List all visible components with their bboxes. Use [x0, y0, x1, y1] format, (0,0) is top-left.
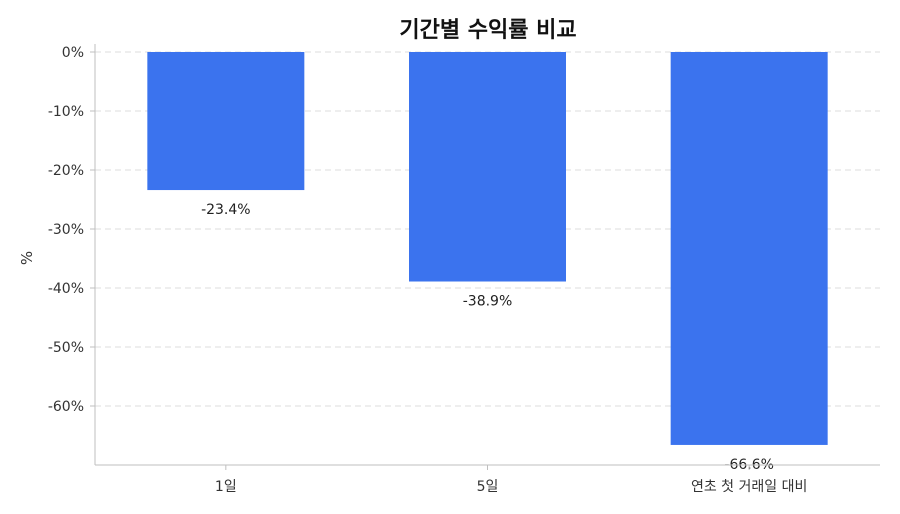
- y-tick-label: 0%: [62, 45, 84, 61]
- y-tick-label: -50%: [48, 340, 84, 356]
- bar: [670, 52, 828, 445]
- y-tick-label: -20%: [48, 163, 84, 179]
- x-tick-label: 5일: [477, 479, 499, 495]
- data-label: -38.9%: [463, 294, 513, 310]
- x-axis-ticks: 1일 5일 연초 첫 거래일 대비: [215, 465, 807, 495]
- y-tick-label: -40%: [48, 281, 84, 297]
- bars: [147, 52, 828, 445]
- bar: [409, 52, 566, 282]
- bar: [147, 52, 305, 191]
- y-tick-label: -10%: [48, 104, 84, 120]
- data-label: -23.4%: [201, 202, 251, 218]
- x-tick-label: 연초 첫 거래일 대비: [691, 479, 807, 495]
- y-axis-ticks: 0% -10% -20% -30% -40% -50% -60%: [48, 45, 95, 415]
- y-axis-label: %: [18, 251, 36, 265]
- y-tick-label: -30%: [48, 222, 84, 238]
- chart-title: 기간별 수익률 비교: [399, 18, 576, 43]
- x-tick-label: 1일: [215, 479, 237, 495]
- y-tick-label: -60%: [48, 399, 84, 415]
